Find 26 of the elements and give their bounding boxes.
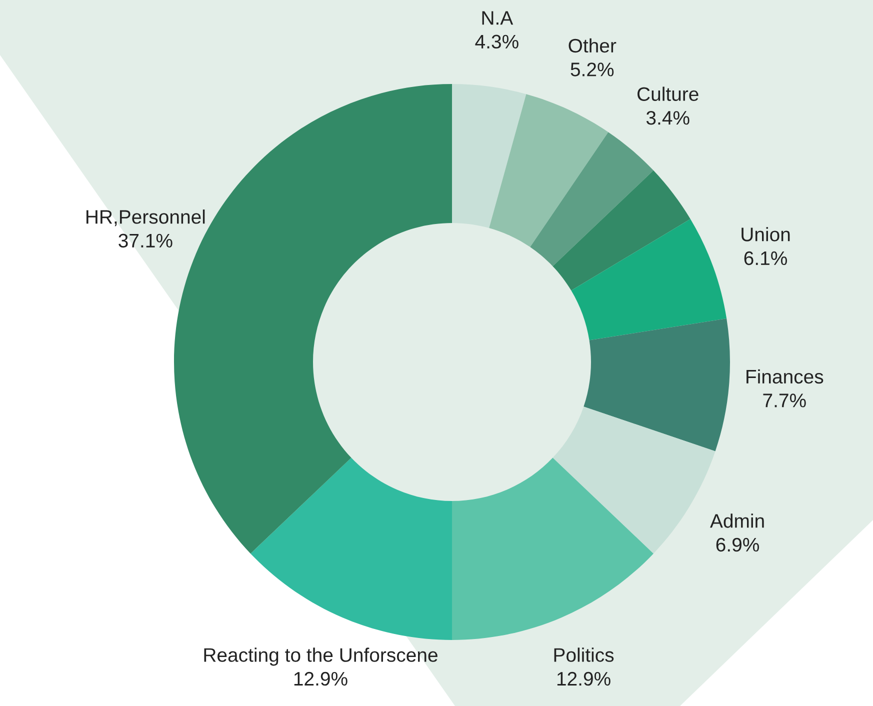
- slice-label: Other: [568, 38, 616, 53]
- donut-slice: [552, 170, 690, 290]
- donut-slice: [489, 94, 608, 248]
- donut-slice: [250, 458, 452, 640]
- donut-slice: [584, 318, 730, 452]
- slice-label: Union: [742, 227, 790, 242]
- data-label: 3.4%: [646, 110, 690, 125]
- data-label: 5.2%: [570, 62, 614, 76]
- slice-label: Admin: [710, 514, 764, 528]
- data-label: 12.9%: [294, 672, 348, 686]
- slice-label: Culture: [638, 86, 698, 101]
- data-label: 4.3%: [475, 34, 518, 49]
- slice-label: N.A: [482, 11, 514, 25]
- data-label: 37.1%: [118, 234, 172, 248]
- slice-label: HR,Personnel: [86, 210, 205, 226]
- slice-label: Reacting to the Unforscene: [204, 648, 438, 666]
- data-label: 7.7%: [763, 394, 806, 408]
- donut-slice: [571, 218, 727, 340]
- donut-slice: [530, 132, 654, 266]
- donut-slice: [452, 458, 654, 640]
- slice-label: Finances: [746, 369, 824, 384]
- slice-label: Politics: [554, 648, 614, 662]
- data-label: 6.1%: [744, 251, 787, 266]
- donut-slice: [452, 84, 526, 228]
- data-label: 6.9%: [716, 538, 759, 552]
- data-label: 12.9%: [557, 672, 610, 686]
